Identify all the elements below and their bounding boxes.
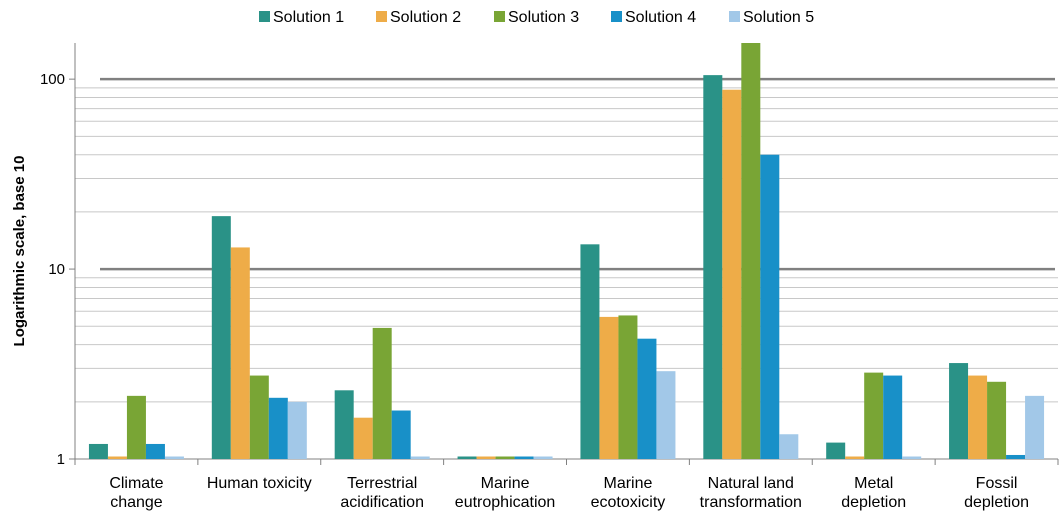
- x-tick-label: Metal: [854, 475, 893, 492]
- bar-solution-1: [457, 456, 477, 459]
- legend-swatch: [259, 11, 270, 22]
- bar-solution-2: [476, 456, 496, 459]
- bar-solution-4: [391, 410, 411, 459]
- legend-swatch: [729, 11, 740, 22]
- x-tick-label: Climate: [109, 475, 163, 492]
- bar-solution-3: [987, 381, 1007, 459]
- legend-swatch: [611, 11, 622, 22]
- y-tick-label: 100: [40, 71, 65, 88]
- bar-solution-3: [249, 375, 269, 459]
- bar-solution-4: [883, 375, 903, 459]
- x-tick-label: acidification: [340, 494, 424, 511]
- bar-solution-5: [656, 371, 676, 459]
- x-tick-label: change: [110, 494, 163, 511]
- x-tick-label: depletion: [964, 494, 1029, 511]
- bar-solution-1: [826, 442, 846, 459]
- bar-solution-2: [968, 375, 988, 459]
- y-tick-label: 10: [48, 261, 65, 278]
- bar-solution-1: [949, 363, 969, 459]
- bar-solution-3: [495, 456, 515, 459]
- legend-label: Solution 2: [390, 9, 461, 26]
- x-tick-label: Terrestrial: [347, 475, 417, 492]
- legend-swatch: [494, 11, 505, 22]
- bar-solution-3: [864, 372, 884, 459]
- bar-solution-1: [580, 244, 600, 459]
- x-tick-label: Human toxicity: [207, 475, 312, 492]
- legend-swatch: [376, 11, 387, 22]
- bar-solution-5: [902, 456, 922, 459]
- bar-solution-2: [353, 417, 373, 459]
- bar-solution-4: [514, 456, 534, 459]
- bar-solution-4: [760, 154, 780, 459]
- bar-solution-2: [722, 89, 742, 459]
- x-tick-label: eutrophication: [455, 494, 556, 511]
- x-tick-label: Fossil: [976, 475, 1018, 492]
- bar-solution-4: [637, 338, 657, 459]
- x-tick-label: Marine: [603, 475, 652, 492]
- x-tick-label: Marine: [481, 475, 530, 492]
- x-tick-label: depletion: [841, 494, 906, 511]
- bar-solution-1: [334, 390, 354, 459]
- x-tick-label: ecotoxicity: [591, 494, 666, 511]
- bar-solution-2: [599, 316, 619, 459]
- bar-solution-3: [126, 395, 146, 459]
- bar-solution-2: [845, 456, 865, 459]
- bar-solution-1: [88, 443, 108, 459]
- bar-solution-1: [703, 75, 723, 460]
- bar-solution-4: [145, 443, 165, 459]
- x-tick-label: Natural land: [708, 475, 794, 492]
- legend-label: Solution 3: [508, 9, 579, 26]
- y-axis-label: Logarithmic scale, base 10: [11, 156, 28, 347]
- bar-solution-5: [1025, 395, 1045, 459]
- bar-solution-5: [779, 434, 799, 459]
- bar-solution-3: [618, 315, 638, 459]
- bar-solution-5: [287, 401, 307, 459]
- bar-solution-3: [741, 43, 761, 459]
- bar-solution-1: [211, 216, 231, 459]
- bar-solution-4: [268, 397, 288, 459]
- x-tick-label: transformation: [700, 494, 802, 511]
- bar-solution-3: [372, 327, 392, 459]
- legend-label: Solution 5: [743, 9, 814, 26]
- bar-solution-2: [230, 247, 250, 459]
- bar-solution-4: [1006, 454, 1026, 459]
- bar-solution-5: [164, 456, 184, 459]
- bar-solution-5: [533, 456, 553, 459]
- bar-solution-2: [107, 456, 127, 459]
- legend-label: Solution 1: [273, 9, 344, 26]
- bar-solution-5: [410, 456, 430, 459]
- legend-label: Solution 4: [625, 9, 696, 26]
- y-tick-label: 1: [57, 451, 65, 468]
